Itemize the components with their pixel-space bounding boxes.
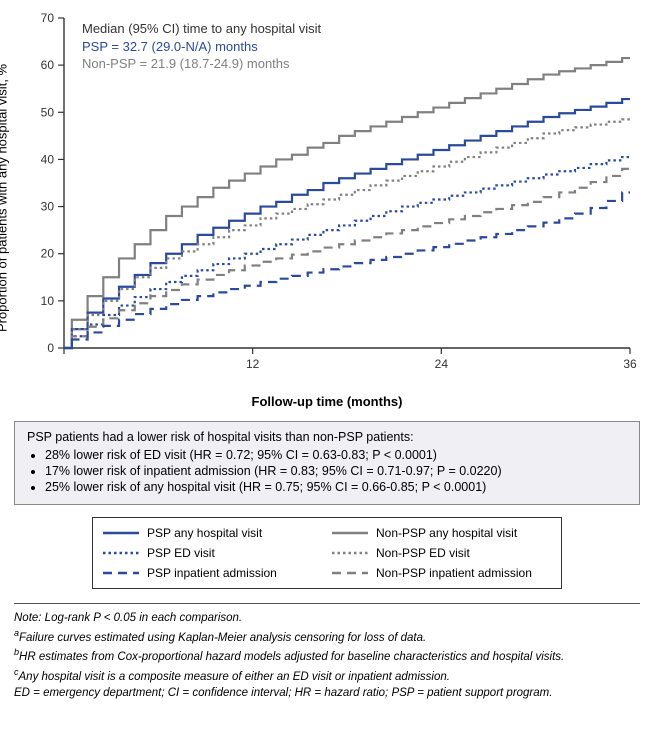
svg-text:12: 12 [246, 357, 260, 371]
footnote-line: bHR estimates from Cox-proportional haza… [14, 646, 640, 666]
legend-item: Non-PSP ED visit [332, 546, 551, 560]
km-chart: Proportion of patients with any hospital… [8, 8, 646, 388]
legend-item: Non-PSP inpatient admission [332, 566, 551, 580]
svg-text:20: 20 [41, 247, 55, 261]
legend-label: Non-PSP ED visit [376, 546, 470, 560]
svg-text:36: 36 [623, 357, 637, 371]
svg-text:24: 24 [435, 357, 449, 371]
svg-text:10: 10 [41, 294, 55, 308]
annot-line-3: Non-PSP = 21.9 (18.7-24.9) months [82, 55, 321, 73]
legend-label: PSP inpatient admission [147, 566, 277, 580]
annot-line-2: PSP = 32.7 (29.0-N/A) months [82, 38, 321, 56]
svg-text:50: 50 [41, 105, 55, 119]
legend-item: PSP any hospital visit [103, 526, 322, 540]
legend-label: PSP any hospital visit [147, 526, 262, 540]
summary-bullet: 28% lower risk of ED visit (HR = 0.72; 9… [45, 448, 627, 462]
summary-box: PSP patients had a lower risk of hospita… [14, 421, 640, 505]
svg-text:40: 40 [41, 152, 55, 166]
summary-heading: PSP patients had a lower risk of hospita… [27, 430, 627, 444]
summary-bullet: 25% lower risk of any hospital visit (HR… [45, 480, 627, 494]
chart-annotation: Median (95% CI) time to any hospital vis… [82, 20, 321, 73]
legend-label: PSP ED visit [147, 546, 215, 560]
y-axis-label: Proportion of patients with any hospital… [0, 64, 10, 332]
svg-text:60: 60 [41, 58, 55, 72]
svg-text:30: 30 [41, 200, 55, 214]
footnote-line: aFailure curves estimated using Kaplan-M… [14, 627, 640, 647]
legend-item: PSP ED visit [103, 546, 322, 560]
annot-line-1: Median (95% CI) time to any hospital vis… [82, 20, 321, 38]
legend-item: PSP inpatient admission [103, 566, 322, 580]
footnote-line: ED = emergency department; CI = confiden… [14, 685, 640, 702]
footnote-line: Note: Log-rank P < 0.05 in each comparis… [14, 610, 640, 627]
footnotes: Note: Log-rank P < 0.05 in each comparis… [8, 603, 646, 702]
legend-item: Non-PSP any hospital visit [332, 526, 551, 540]
svg-text:0: 0 [47, 341, 54, 355]
summary-bullet: 17% lower risk of inpatient admission (H… [45, 464, 627, 478]
x-axis-label: Follow-up time (months) [8, 394, 646, 409]
footnote-line: cAny hospital visit is a composite measu… [14, 666, 640, 686]
legend-box: PSP any hospital visit Non-PSP any hospit… [92, 517, 562, 589]
svg-text:70: 70 [41, 11, 55, 25]
summary-list: 28% lower risk of ED visit (HR = 0.72; 9… [45, 448, 627, 494]
legend-label: Non-PSP inpatient admission [376, 566, 532, 580]
legend-label: Non-PSP any hospital visit [376, 526, 517, 540]
